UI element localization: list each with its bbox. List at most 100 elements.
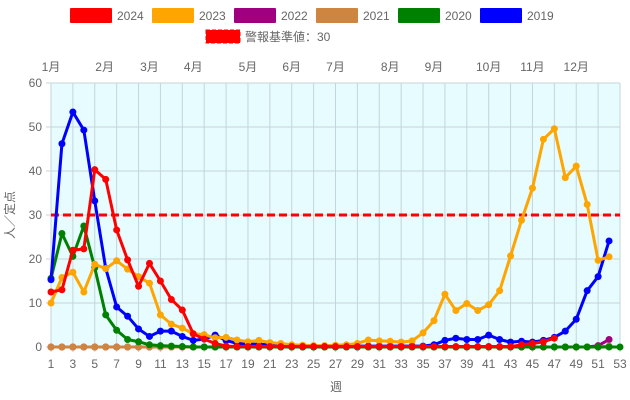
data-point-2023 xyxy=(419,329,427,337)
data-point-2023 xyxy=(594,256,602,264)
data-point-2024 xyxy=(47,288,55,296)
data-point-2024 xyxy=(386,343,394,351)
month-label: 5月 xyxy=(239,60,258,74)
data-point-2020 xyxy=(200,343,208,351)
legend-label-threshold: 警報基準値：30 xyxy=(245,29,331,44)
data-point-2023 xyxy=(211,334,219,342)
data-point-2021 xyxy=(47,343,55,351)
data-point-2024 xyxy=(496,343,504,351)
data-point-2023 xyxy=(80,288,88,296)
data-point-2019 xyxy=(583,287,591,295)
data-point-2021 xyxy=(91,343,99,351)
x-tick-label: 9 xyxy=(135,357,142,371)
data-point-2023 xyxy=(583,200,591,208)
x-tick-label: 5 xyxy=(91,357,98,371)
x-tick-label: 39 xyxy=(460,357,474,371)
month-label: 10月 xyxy=(476,60,501,74)
data-point-2024 xyxy=(419,343,427,351)
data-point-2024 xyxy=(485,343,493,351)
x-tick-label: 33 xyxy=(394,357,408,371)
data-point-2020 xyxy=(178,343,186,351)
y-tick-label: 0 xyxy=(35,340,42,354)
y-tick-label: 60 xyxy=(29,76,43,90)
x-tick-label: 13 xyxy=(176,357,190,371)
month-label: 7月 xyxy=(326,60,345,74)
data-point-2024 xyxy=(288,343,296,351)
data-point-2024 xyxy=(244,343,252,351)
x-tick-label: 19 xyxy=(241,357,255,371)
data-point-2020 xyxy=(605,343,613,351)
data-point-2019 xyxy=(605,237,613,245)
data-point-2024 xyxy=(375,343,383,351)
data-point-2023 xyxy=(91,260,99,268)
data-point-2024 xyxy=(342,343,350,351)
data-point-2023 xyxy=(452,306,460,314)
data-point-2019 xyxy=(80,126,88,134)
x-tick-label: 51 xyxy=(591,357,605,371)
data-point-2023 xyxy=(364,336,372,344)
data-point-2023 xyxy=(69,268,77,276)
data-point-2023 xyxy=(375,337,383,345)
data-point-2024 xyxy=(200,335,208,343)
legend-swatch-2019 xyxy=(480,8,522,23)
data-point-2021 xyxy=(102,343,110,351)
data-point-2020 xyxy=(135,338,143,346)
data-point-2024 xyxy=(69,246,77,254)
data-point-2024 xyxy=(189,330,197,338)
month-label: 3月 xyxy=(140,60,159,74)
data-point-2024 xyxy=(102,175,110,183)
data-point-2023 xyxy=(145,279,153,287)
x-tick-label: 47 xyxy=(548,357,562,371)
data-point-2021 xyxy=(69,343,77,351)
data-point-2019 xyxy=(561,327,569,335)
data-point-2023 xyxy=(430,317,438,325)
data-point-2024 xyxy=(474,343,482,351)
data-point-2024 xyxy=(124,256,132,264)
data-point-2024 xyxy=(332,343,339,351)
data-point-2019 xyxy=(156,327,164,335)
data-point-2020 xyxy=(102,311,110,319)
data-point-2019 xyxy=(113,303,121,311)
data-point-2023 xyxy=(605,253,613,261)
data-point-2024 xyxy=(452,343,460,351)
data-point-2023 xyxy=(518,216,526,224)
data-point-2023 xyxy=(441,290,449,298)
data-point-2019 xyxy=(58,140,66,148)
data-point-2024 xyxy=(211,339,219,347)
data-point-2019 xyxy=(91,197,99,205)
x-tick-label: 31 xyxy=(373,357,387,371)
x-tick-label: 25 xyxy=(307,357,321,371)
data-point-2023 xyxy=(507,252,515,260)
data-point-2024 xyxy=(58,286,66,294)
data-point-2021 xyxy=(113,343,121,351)
x-tick-label: 7 xyxy=(113,357,120,371)
data-point-2024 xyxy=(550,334,558,342)
x-tick-label: 37 xyxy=(438,357,452,371)
legend-label: 2024 xyxy=(117,9,144,23)
data-point-2021 xyxy=(135,343,143,351)
data-point-2019 xyxy=(135,325,143,333)
data-point-2024 xyxy=(310,343,318,351)
legend-swatch-2022 xyxy=(234,8,276,23)
data-point-2023 xyxy=(222,333,230,341)
x-tick-label: 11 xyxy=(154,357,167,371)
data-point-2020 xyxy=(113,326,121,334)
data-point-2019 xyxy=(474,336,482,344)
data-point-2023 xyxy=(178,324,186,332)
x-tick-label: 1 xyxy=(48,357,55,371)
data-point-2023 xyxy=(550,125,558,133)
data-point-2024 xyxy=(277,343,285,351)
data-point-2024 xyxy=(80,245,88,253)
data-point-2024 xyxy=(222,342,230,350)
data-point-2019 xyxy=(441,336,449,344)
data-point-2023 xyxy=(408,337,416,345)
data-point-2019 xyxy=(124,312,132,320)
data-point-2024 xyxy=(167,295,175,303)
data-point-2019 xyxy=(167,327,175,335)
data-point-2023 xyxy=(47,299,55,307)
data-point-2019 xyxy=(178,332,186,340)
y-axis-label: 人／定点 xyxy=(2,191,17,239)
month-label: 11月 xyxy=(520,60,544,74)
data-point-2023 xyxy=(244,338,252,346)
data-point-2023 xyxy=(539,135,547,143)
